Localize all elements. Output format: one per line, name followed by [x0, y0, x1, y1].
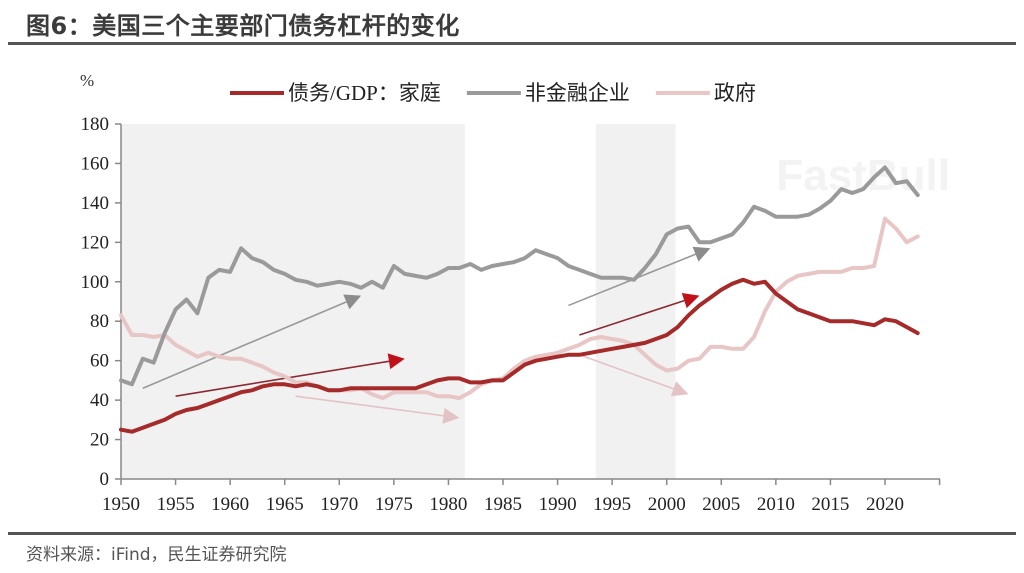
x-tick-label-1970: 1970 — [320, 494, 358, 515]
trend-arrow-head-4 — [681, 292, 700, 309]
legend: 债务/GDP：家庭 非金融企业 政府 — [230, 81, 756, 105]
x-tick-label-2000: 2000 — [648, 494, 686, 515]
y-tick-label-60: 60 — [90, 351, 109, 372]
x-tick-label-1995: 1995 — [593, 494, 631, 515]
figure-title: 图6：美国三个主要部门债务杠杆的变化 — [26, 12, 460, 40]
y-tick-label-120: 120 — [81, 232, 110, 253]
axes: 0 20 40 60 80 100 120 140 160 180 1950 1955 1960 1965… — [81, 114, 941, 515]
trend-arrow-line-1 — [175, 360, 390, 397]
shaded-period-1 — [595, 124, 676, 479]
legend-label-0: 债务/GDP：家庭 — [288, 81, 441, 105]
shaded-periods — [121, 124, 676, 479]
watermark: FastBull — [776, 151, 950, 200]
x-tick-label-1990: 1990 — [539, 494, 577, 515]
y-tick-label-20: 20 — [90, 430, 109, 451]
trend-arrow-head-2 — [442, 407, 460, 424]
y-tick-label-100: 100 — [81, 272, 110, 293]
y-tick-label-180: 180 — [81, 114, 110, 135]
legend-label-2: 政府 — [714, 81, 756, 105]
x-tick-label-1975: 1975 — [375, 494, 413, 515]
trend-arrow-head-1 — [387, 353, 405, 370]
series-line-2 — [119, 216, 920, 401]
y-tick-label-160: 160 — [81, 153, 110, 174]
x-tick-label-1950: 1950 — [102, 494, 140, 515]
x-tick-label-2005: 2005 — [702, 494, 740, 515]
y-tick-label-40: 40 — [90, 390, 109, 411]
x-tick-label-1985: 1985 — [484, 494, 522, 515]
source-divider — [8, 532, 1016, 535]
y-tick-label-80: 80 — [90, 311, 109, 332]
x-tick-label-2010: 2010 — [757, 494, 795, 515]
trend-arrow-line-4 — [579, 299, 685, 336]
title-divider — [8, 42, 1016, 45]
trend-arrow-line-5 — [579, 353, 674, 390]
x-tick-label-2020: 2020 — [866, 494, 904, 515]
trend-arrow-head-3 — [692, 246, 711, 262]
x-tick-label-2015: 2015 — [811, 494, 849, 515]
y-unit-label: % — [80, 71, 94, 90]
series-line-1 — [119, 165, 920, 387]
x-tick-label-1955: 1955 — [157, 494, 195, 515]
x-tick-label-1980: 1980 — [429, 494, 467, 515]
series-line-0 — [119, 277, 920, 434]
x-tick-label-1965: 1965 — [266, 494, 304, 515]
trend-arrows — [142, 246, 711, 424]
shaded-period-0 — [121, 124, 465, 479]
series-lines — [119, 165, 920, 434]
y-tick-label-0: 0 — [100, 469, 110, 490]
y-tick-label-140: 140 — [81, 193, 110, 214]
legend-label-1: 非金融企业 — [525, 81, 630, 105]
trend-arrow-line-2 — [295, 395, 444, 417]
source-note: 资料来源：iFind，民生证券研究院 — [26, 545, 287, 565]
trend-arrow-head-0 — [343, 294, 362, 310]
trend-arrow-head-5 — [670, 381, 689, 397]
x-tick-label-1960: 1960 — [211, 494, 249, 515]
trend-arrow-line-0 — [142, 301, 347, 390]
